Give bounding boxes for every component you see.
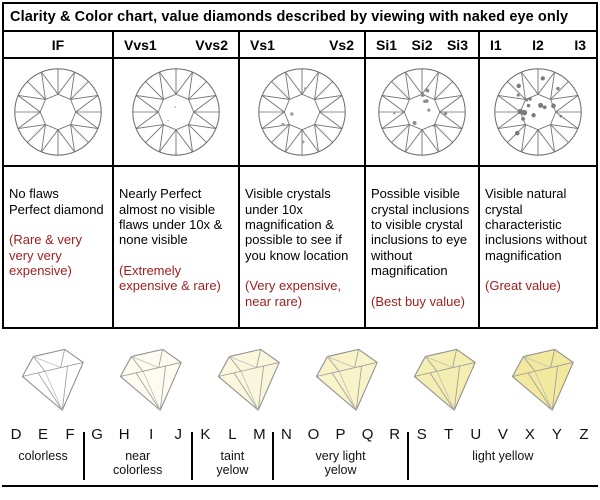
color-diamond-icon-5 xyxy=(413,348,476,411)
grade-header-i: I1 I2 I3 xyxy=(480,32,596,59)
clarity-description: No flaws Perfect diamond xyxy=(9,186,104,217)
clarity-note: (Very expensive, near rare) xyxy=(245,278,342,309)
diamond-topview-icon xyxy=(132,68,220,156)
diamond-topview-icon xyxy=(258,68,346,156)
grade-label: I1 xyxy=(490,36,502,53)
diamond-cell-vs xyxy=(240,59,366,167)
color-diamond-row xyxy=(0,331,600,425)
grade-header-si: Si1 Si2 Si3 xyxy=(366,32,480,59)
color-letter-F: F xyxy=(65,426,75,443)
grade-label: I2 xyxy=(532,36,544,53)
description-cell-if: No flaws Perfect diamond (Rare & very ve… xyxy=(4,167,114,327)
grade-label: Vvs2 xyxy=(195,36,228,53)
grade-label: I3 xyxy=(574,36,586,53)
color-letter-Q: Q xyxy=(361,426,374,443)
clarity-note: (Rare & very very very expensive) xyxy=(9,232,82,278)
diamond-topview-icon xyxy=(378,68,466,156)
grade-label: IF xyxy=(51,36,65,53)
diamond-cell-si xyxy=(366,59,480,167)
color-group-label-1: near colorless xyxy=(113,449,163,478)
clarity-table: Clarity & Color chart, value diamonds de… xyxy=(2,2,598,329)
color-group-labels: colorless near colorless taint yelow very l… xyxy=(0,432,600,485)
color-group-separator xyxy=(82,432,85,480)
description-cell-si: Possible visible crystal inclusions to v… xyxy=(366,167,480,327)
color-group-label-0: colorless xyxy=(18,449,68,463)
color-letter-S: S xyxy=(416,426,427,443)
diamond-topview-icon xyxy=(494,68,582,156)
color-letter-P: P xyxy=(335,426,346,443)
color-group-label-3: very light yelow xyxy=(315,449,366,478)
description-cell-vs: Visible crystals under 10x magnification… xyxy=(240,167,366,327)
color-group-separator xyxy=(407,432,410,480)
clarity-note: (Extremely expensive & rare) xyxy=(119,262,221,294)
color-letter-L: L xyxy=(228,426,237,443)
page-title: Clarity & Color chart, value diamonds de… xyxy=(4,4,596,32)
grade-label: Vvs1 xyxy=(124,36,157,53)
clarity-description: Possible visible crystal inclusions to v… xyxy=(371,186,470,278)
color-letter-N: N xyxy=(281,426,292,443)
color-letter-G: G xyxy=(91,426,103,443)
grade-label: Si1 xyxy=(376,36,398,53)
grade-label: Si2 xyxy=(411,36,433,53)
description-cell-i: Visible natural crystal characteristic i… xyxy=(480,167,596,327)
diamond-cell-vvs xyxy=(114,59,240,167)
color-letter-H: H xyxy=(118,426,130,443)
grade-header-vs: Vs1 Vs2 xyxy=(240,32,366,59)
color-letter-J: J xyxy=(174,426,183,443)
color-group-separator xyxy=(190,432,193,480)
clarity-description: Visible natural crystal characteristic i… xyxy=(485,186,587,263)
color-diamond-icon-3 xyxy=(217,348,280,411)
color-diamond-icon-4 xyxy=(315,348,378,411)
diamond-cell-i xyxy=(480,59,596,167)
color-letter-E: E xyxy=(38,426,49,443)
color-letter-M: M xyxy=(253,426,266,443)
color-letter-R: R xyxy=(389,426,401,443)
color-letter-U: U xyxy=(470,426,482,443)
color-letter-Y: Y xyxy=(551,426,562,443)
description-cell-vvs: Nearly Perfect almost no visible flaws u… xyxy=(114,167,240,327)
diamond-cell-if xyxy=(4,59,114,167)
grade-label: Si3 xyxy=(446,36,468,53)
grade-label: Vs1 xyxy=(250,36,275,53)
color-group-label-4: light yellow xyxy=(472,449,534,463)
color-group-separator xyxy=(271,432,274,480)
diamond-topview-icon xyxy=(14,68,102,156)
color-letter-V: V xyxy=(497,426,508,443)
color-diamond-icon-6 xyxy=(511,348,574,411)
grade-header-if: IF xyxy=(4,32,114,59)
color-group-label-2: taint yelow xyxy=(216,449,249,478)
clarity-description: Nearly Perfect almost no visible flaws u… xyxy=(119,186,223,248)
color-letter-Z: Z xyxy=(579,426,589,443)
bottom-divider xyxy=(2,485,598,487)
color-diamond-icon-2 xyxy=(119,348,182,411)
clarity-note: (Best buy value) xyxy=(371,293,465,309)
clarity-note: (Great value) xyxy=(485,278,561,294)
clarity-grid: IF Vvs1 Vvs2 Vs1 Vs2 Si1 Si2 Si3 I1 I2 I… xyxy=(4,32,596,327)
color-letter-I: I xyxy=(149,426,154,443)
clarity-description: Visible crystals under 10x magnification… xyxy=(245,186,349,263)
color-letter-D: D xyxy=(10,426,22,443)
color-letter-T: T xyxy=(444,426,454,443)
color-letter-K: K xyxy=(200,426,211,443)
grade-header-vvs: Vvs1 Vvs2 xyxy=(114,32,240,59)
color-diamond-icon-1 xyxy=(21,348,84,411)
grade-label: Vs2 xyxy=(329,36,354,53)
color-letter-O: O xyxy=(307,426,320,443)
color-letter-X: X xyxy=(524,426,535,443)
